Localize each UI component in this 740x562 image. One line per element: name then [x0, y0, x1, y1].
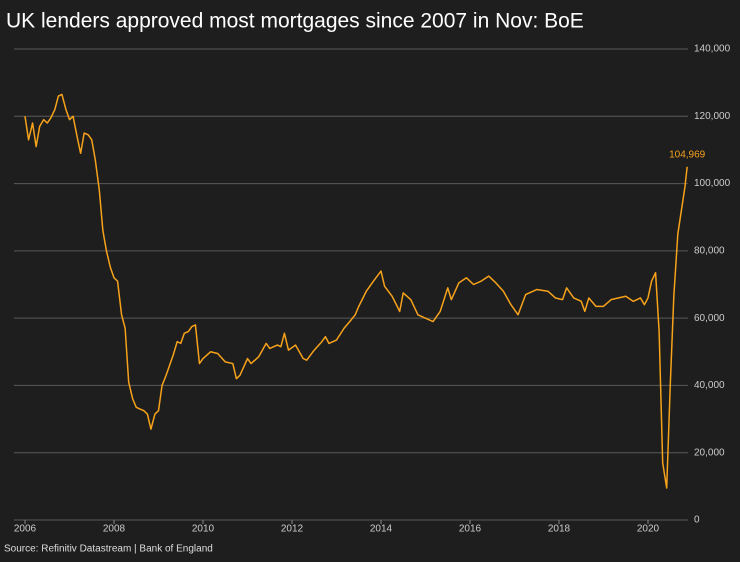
y-tick-label: 60,000	[694, 313, 725, 324]
x-tick-label: 2012	[281, 524, 304, 535]
y-tick-label: 40,000	[694, 380, 725, 391]
x-tick-label: 2016	[459, 524, 482, 535]
x-tick-label: 2006	[14, 524, 37, 535]
chart-title: UK lenders approved most mortgages since…	[6, 10, 584, 33]
end-value-label: 104,969	[669, 149, 706, 160]
x-tick-label: 2014	[370, 524, 393, 535]
x-tick-label: 2008	[103, 524, 126, 535]
y-tick-label: 80,000	[694, 245, 725, 256]
y-tick-label: 20,000	[694, 447, 725, 458]
x-tick-label: 2018	[548, 524, 571, 535]
data-line	[24, 93, 688, 489]
x-tick-label: 2010	[192, 524, 215, 535]
y-tick-label: 140,000	[694, 44, 731, 55]
x-tick-label: 2020	[637, 524, 660, 535]
source-note: Source: Refinitiv Datastream | Bank of E…	[4, 544, 213, 555]
y-tick-label: 0	[694, 515, 700, 526]
y-tick-label: 120,000	[694, 111, 731, 122]
y-tick-label: 100,000	[694, 178, 731, 189]
